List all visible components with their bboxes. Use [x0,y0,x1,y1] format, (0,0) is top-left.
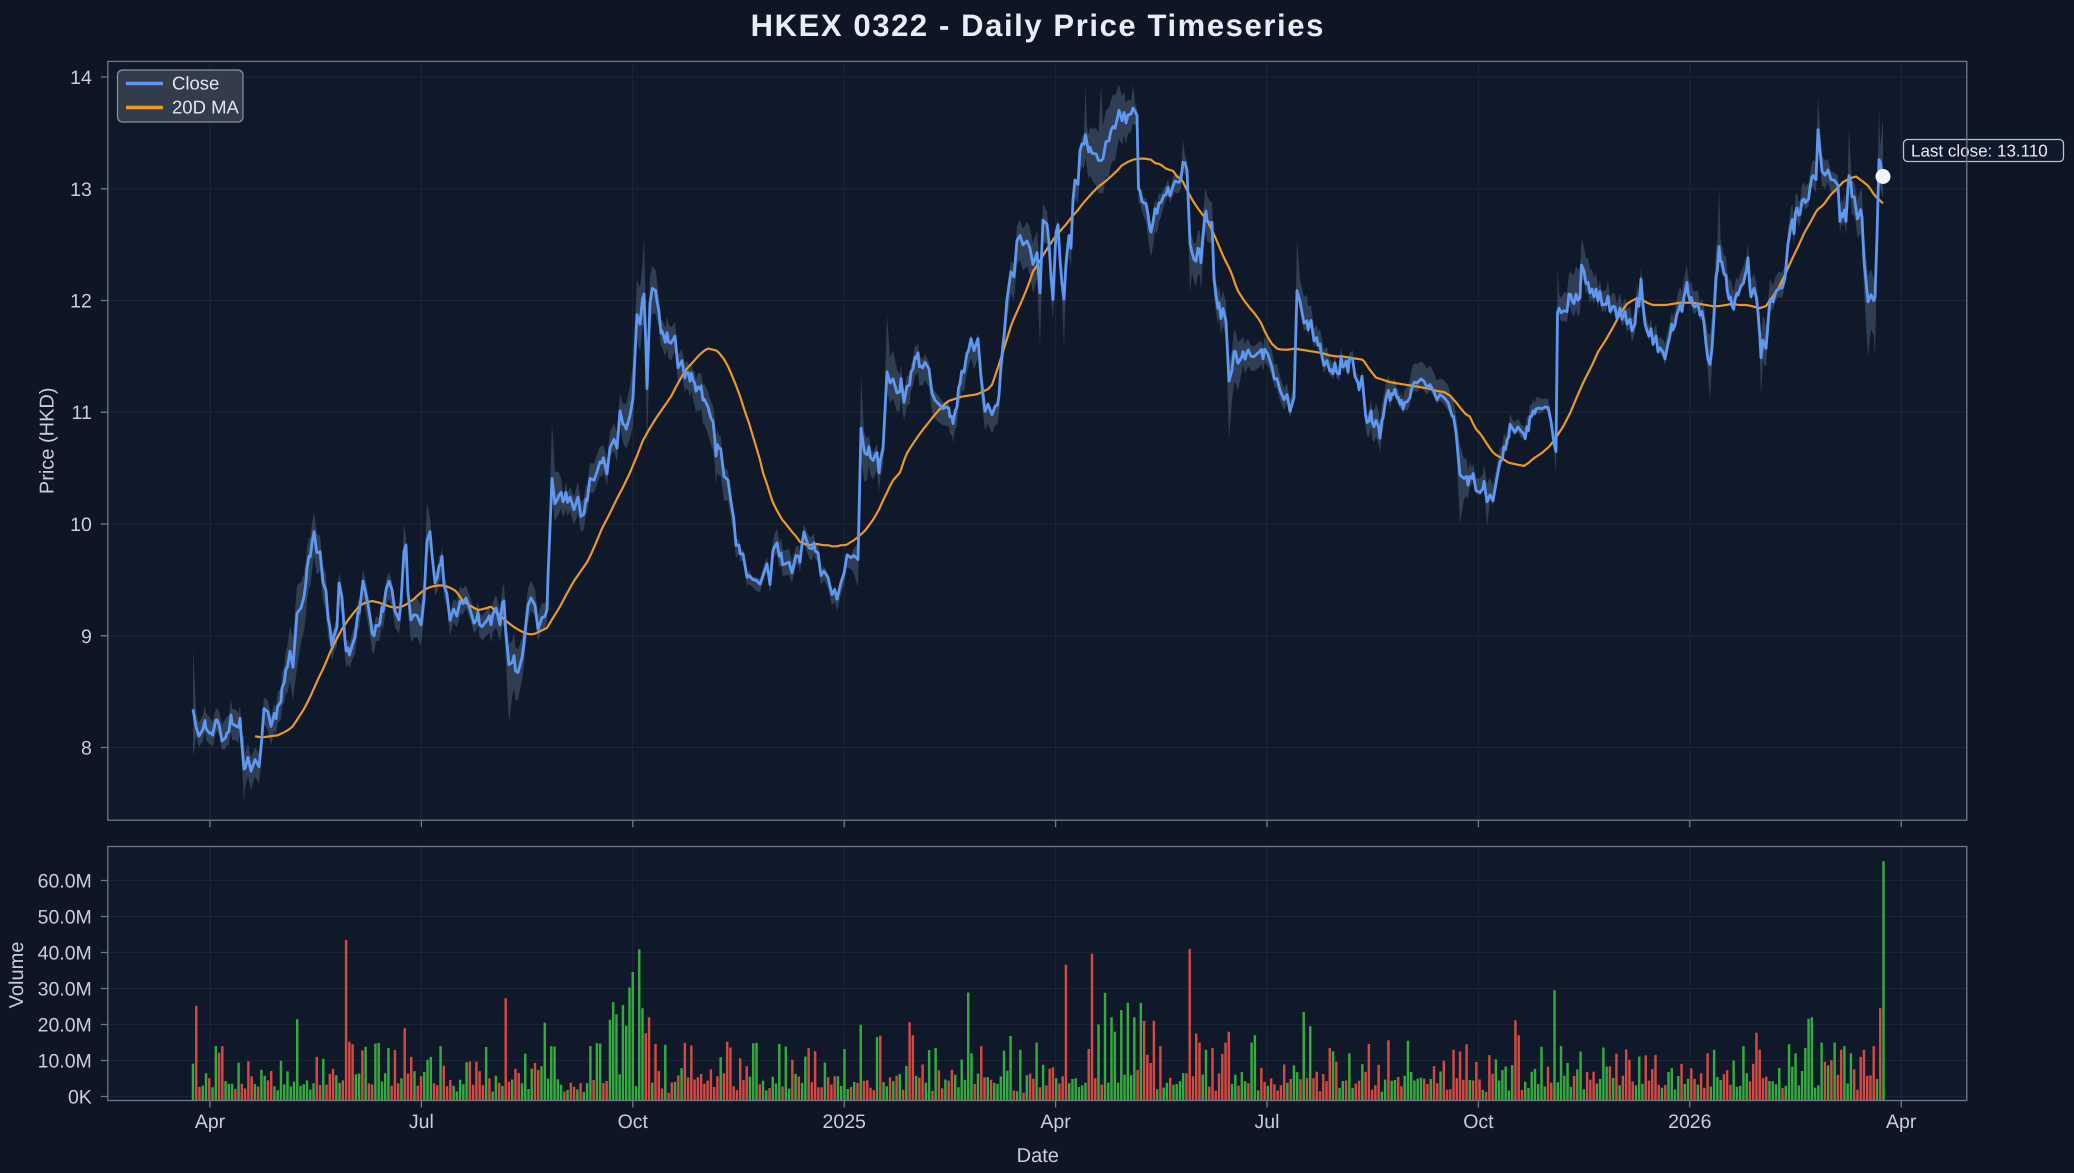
svg-text:14: 14 [70,67,92,89]
svg-text:Oct: Oct [618,1111,649,1133]
svg-text:12: 12 [70,291,92,313]
svg-text:8: 8 [81,738,92,760]
svg-text:Apr: Apr [1886,1111,1917,1133]
svg-text:Date: Date [1017,1145,1059,1167]
svg-text:40.0M: 40.0M [38,943,92,965]
svg-text:10: 10 [70,514,92,536]
svg-text:Jul: Jul [409,1111,434,1133]
svg-text:30.0M: 30.0M [38,979,92,1001]
svg-text:Price (HKD): Price (HKD) [37,387,59,494]
svg-text:Jul: Jul [1255,1111,1280,1133]
svg-text:Last close: 13.110: Last close: 13.110 [1911,142,2048,161]
svg-text:60.0M: 60.0M [38,871,92,893]
svg-text:10.0M: 10.0M [38,1051,92,1073]
svg-text:50.0M: 50.0M [38,907,92,929]
svg-text:20D MA: 20D MA [172,97,239,118]
svg-text:2026: 2026 [1668,1111,1711,1133]
svg-text:Apr: Apr [1040,1111,1071,1133]
svg-text:HKEX 0322 - Daily Price Timese: HKEX 0322 - Daily Price Timeseries [751,8,1325,43]
svg-text:11: 11 [72,402,92,424]
svg-text:2025: 2025 [823,1111,867,1133]
svg-text:Oct: Oct [1463,1111,1494,1133]
svg-text:Volume: Volume [6,942,28,1009]
svg-text:Apr: Apr [195,1111,226,1133]
svg-text:13: 13 [70,179,92,201]
svg-text:Close: Close [172,73,219,94]
svg-text:9: 9 [81,626,92,648]
svg-text:0K: 0K [68,1087,92,1109]
svg-text:20.0M: 20.0M [38,1015,92,1037]
